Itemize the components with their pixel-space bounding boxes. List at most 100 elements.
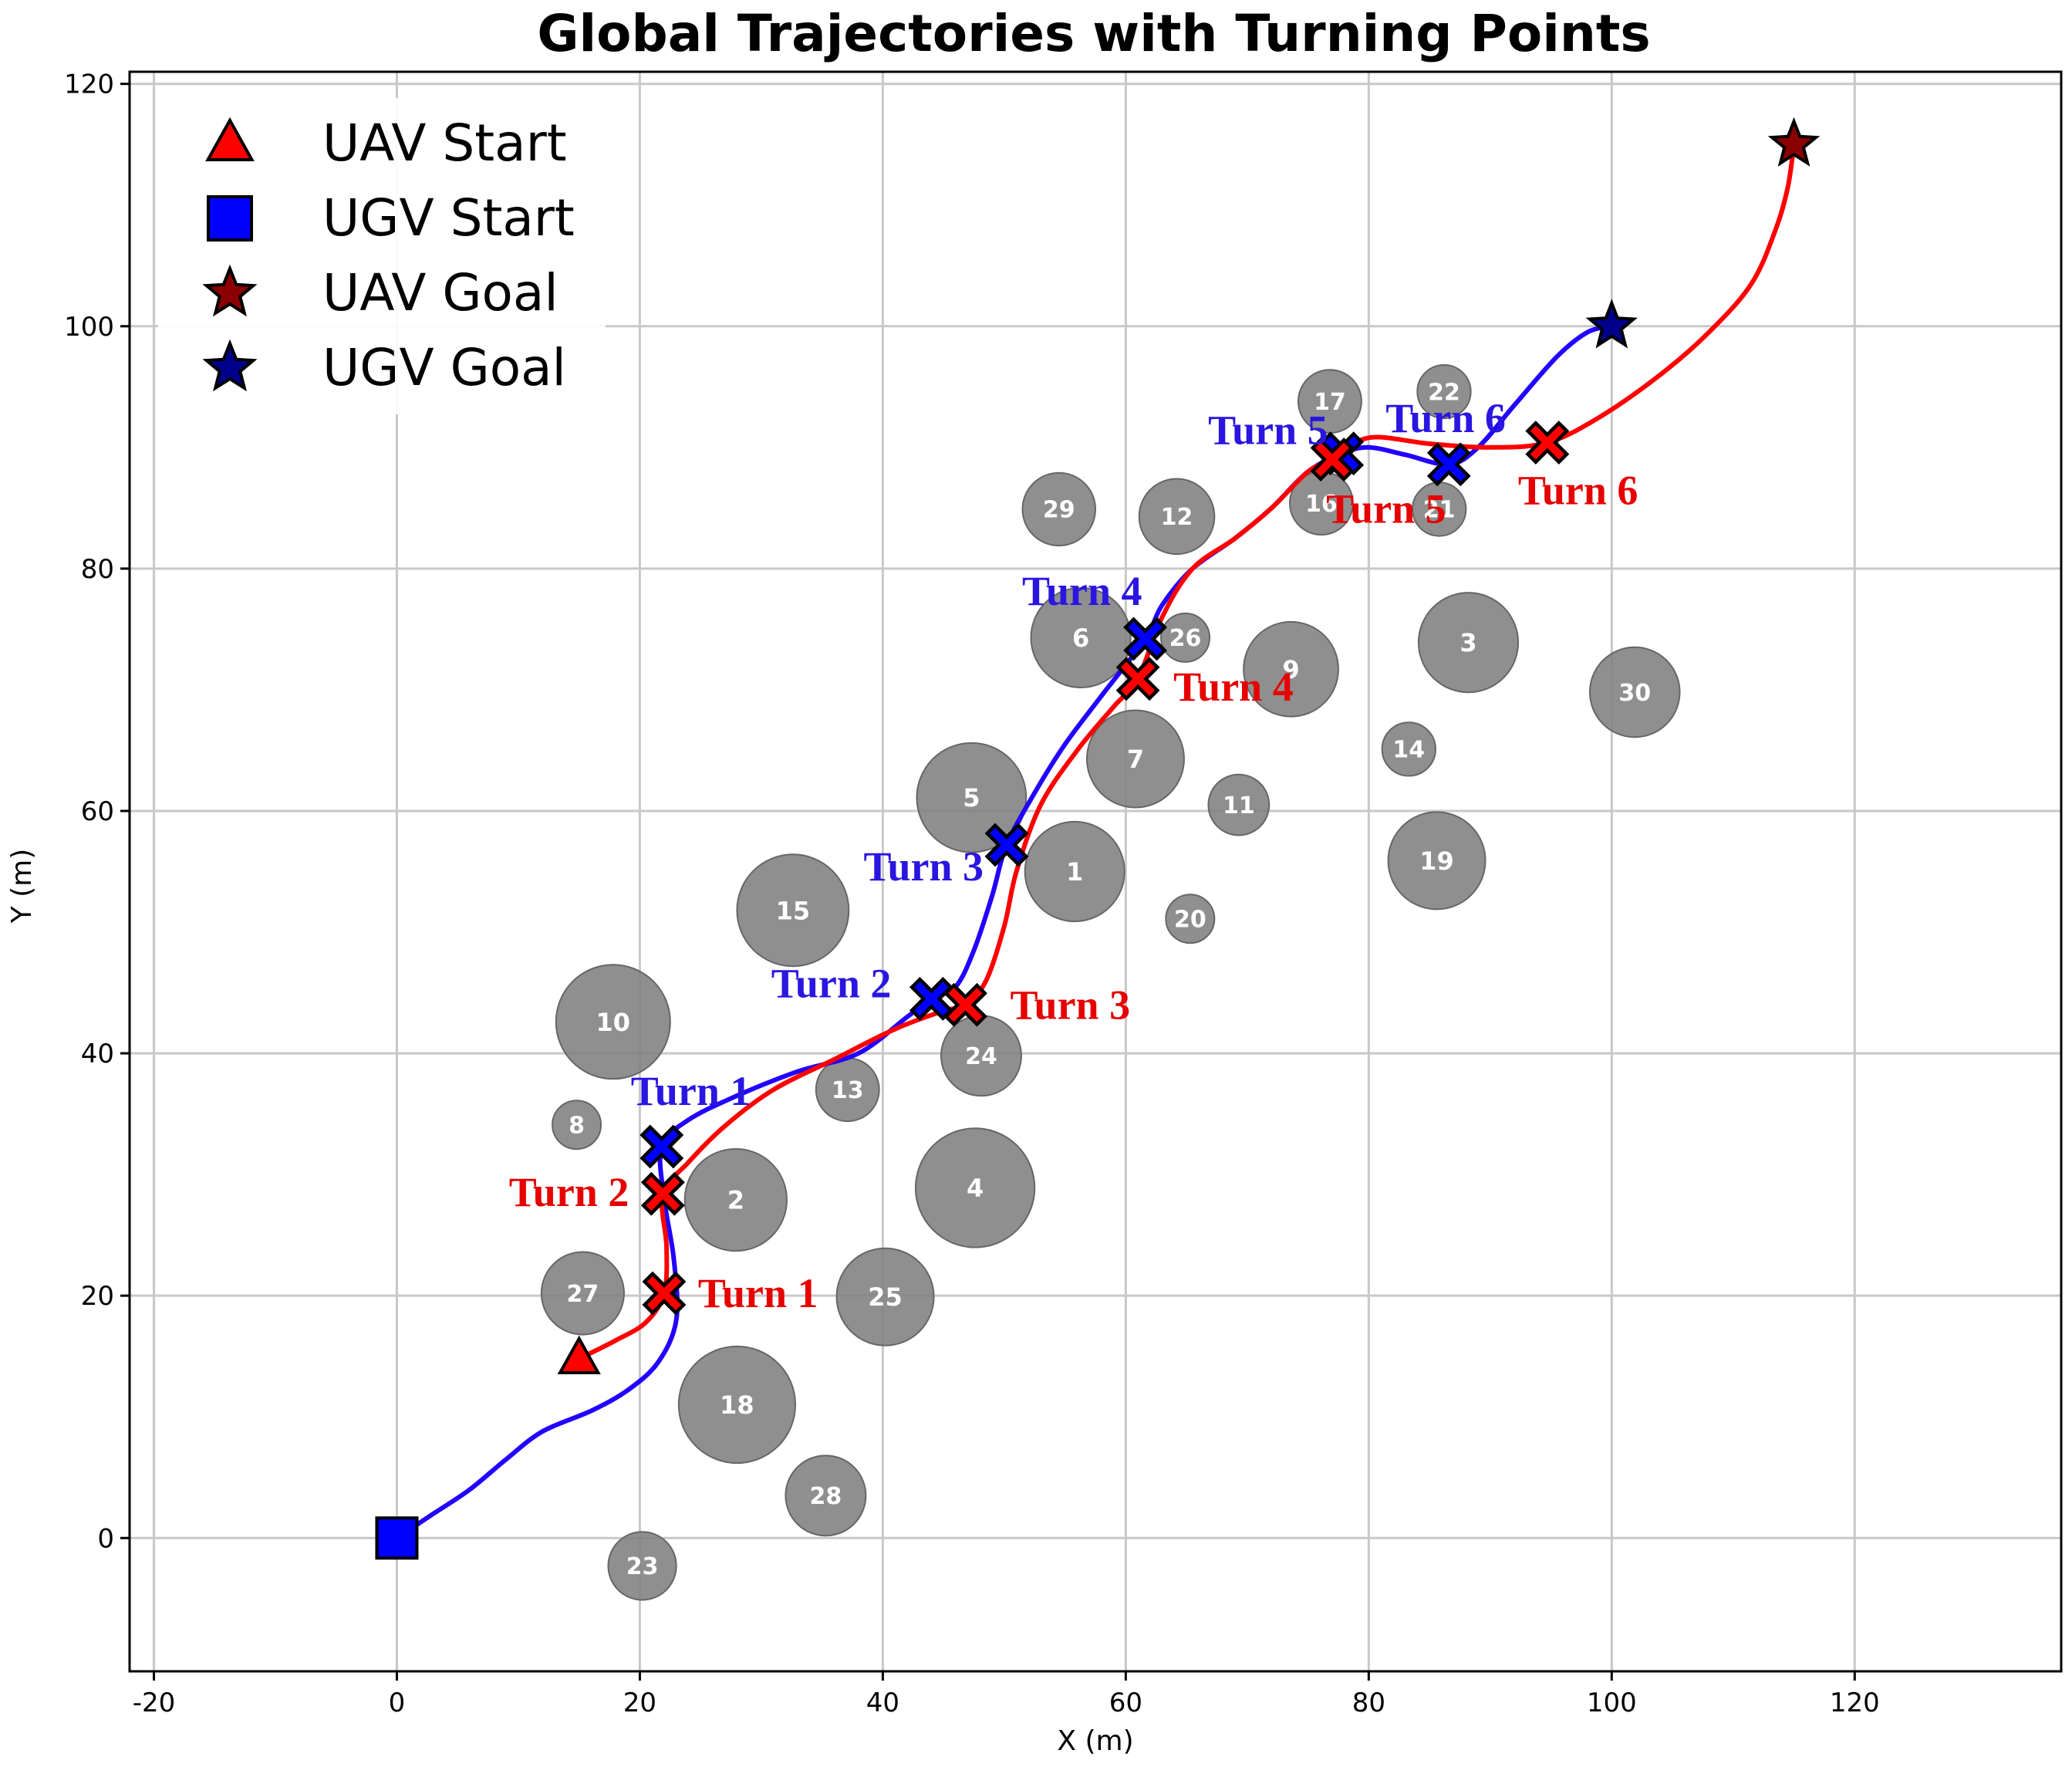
legend-uav-start-marker: [205, 117, 255, 161]
obstacle-label: 4: [967, 1174, 984, 1203]
obstacle-label: 24: [965, 1043, 997, 1070]
obstacle-circle: [1387, 811, 1487, 911]
uav-turn-marker: [1310, 438, 1355, 481]
y-tick-label: 40: [81, 1039, 114, 1069]
uav-turn-marker: [943, 982, 987, 1027]
obstacle-label: 22: [1428, 379, 1460, 406]
x-tick-label: 80: [1352, 1688, 1385, 1718]
obstacle-circle: [914, 1127, 1036, 1248]
obstacle-circle: [552, 1100, 602, 1150]
uav-start-marker: [557, 1335, 601, 1375]
obstacle-circle: [1085, 709, 1185, 809]
x-tick-label: -20: [133, 1688, 176, 1718]
x-axis-label: X (m): [1057, 1725, 1133, 1757]
obstacle-circle: [677, 1345, 797, 1465]
obstacle-circle: [1138, 478, 1216, 556]
obstacle-circle: [1381, 721, 1436, 777]
x-tick-label: 40: [866, 1688, 899, 1718]
y-tick-label: 80: [81, 554, 114, 585]
ugv-turn-label: Turn 4: [1022, 568, 1142, 614]
y-axis-label: Y (m): [6, 849, 38, 924]
obstacle-label: 13: [832, 1077, 864, 1104]
obstacle-circle: [607, 1531, 677, 1601]
obstacle-label: 27: [567, 1281, 599, 1308]
obstacle-label: 12: [1161, 504, 1193, 531]
y-tick-label: 20: [81, 1281, 114, 1312]
obstacle-label: 1: [1066, 857, 1083, 887]
obstacle-circle: [1207, 773, 1271, 836]
uav-goal-marker: [1767, 117, 1821, 167]
obstacle-circle: [1165, 894, 1216, 944]
legend-label: UAV Start: [322, 113, 567, 173]
obstacle-circle: [540, 1251, 625, 1336]
legend-ugv-goal-marker: [202, 339, 258, 392]
uav-turn-label: Turn 5: [1326, 486, 1446, 532]
obstacle-label: 14: [1392, 737, 1425, 764]
uav-turn-label: Turn 2: [509, 1169, 629, 1215]
ugv-turn-label: Turn 2: [771, 960, 892, 1006]
ugv-turn-marker: [1426, 442, 1471, 487]
y-tick-label: 120: [64, 69, 114, 100]
uav-turn-marker: [640, 1171, 685, 1216]
obstacle-circle: [1243, 620, 1339, 718]
obstacle-label: 3: [1460, 628, 1476, 657]
ugv-turn-label: Turn 6: [1385, 395, 1506, 441]
obstacle-label: 29: [1043, 497, 1075, 524]
obstacle-label: 11: [1223, 792, 1255, 819]
y-tick-label: 0: [97, 1523, 114, 1554]
obstacle-circle: [835, 1247, 935, 1346]
ugv-turn-marker: [1123, 617, 1168, 661]
x-tick-label: 60: [1109, 1688, 1142, 1718]
uav-turn-label: Turn 6: [1518, 468, 1638, 514]
obstacle-circle: [683, 1147, 788, 1252]
obstacle-label: 8: [569, 1113, 585, 1140]
obstacle-circle: [736, 853, 850, 968]
obstacle-circle: [555, 964, 671, 1080]
obstacle-label: 23: [626, 1553, 659, 1580]
obstacle-circle: [1417, 592, 1520, 694]
obstacle-label: 6: [1072, 623, 1089, 653]
ugv-goal-marker: [1585, 299, 1638, 349]
obstacle-label: 16: [1305, 491, 1338, 518]
legend: UAV Start UGV Start UAV Goal UGV Goal: [158, 98, 606, 414]
obstacle-label: 19: [1419, 846, 1454, 876]
legend-label: UGV Start: [322, 188, 575, 248]
obstacle-label: 20: [1174, 907, 1206, 934]
obstacle-circle: [916, 742, 1028, 853]
obstacle-label: 9: [1282, 655, 1299, 684]
legend-label: UGV Goal: [322, 338, 566, 397]
uav-turn-marker: [642, 1271, 687, 1316]
obstacle-circle: [1030, 586, 1132, 688]
obstacle-label: 30: [1618, 680, 1651, 707]
trajectories: [394, 142, 1797, 1541]
grid: [130, 72, 2061, 1671]
ugv-trajectory: [394, 323, 1615, 1541]
obstacle-label: 21: [1423, 497, 1456, 524]
ugv-start-marker: [375, 1516, 419, 1560]
y-tick-label: 100: [64, 312, 114, 343]
obstacle-label: 15: [776, 896, 811, 925]
legend-ugv-start-marker: [207, 195, 253, 242]
chart-title: Global Trajectories with Turning Points: [537, 4, 1650, 63]
obstacle-circle: [1024, 820, 1125, 923]
obstacle-circle: [1160, 612, 1211, 663]
ugv-turn-label: Turn 1: [631, 1068, 751, 1114]
obstacle-circle: [1021, 471, 1097, 547]
legend-label: UAV Goal: [322, 263, 558, 323]
legend-uav-goal-marker: [202, 264, 258, 317]
obstacles: 1234567891011121314151617191820212223242…: [540, 363, 1681, 1601]
uav-turn-label: Turn 3: [1010, 981, 1130, 1028]
obstacle-label: 26: [1169, 625, 1202, 652]
obstacle-label: 18: [720, 1390, 754, 1420]
markers: [375, 117, 1821, 1560]
turn-labels: Turn 1 Turn 2 Turn 3 Turn 4 Turn 5 Turn 6 Turn…: [509, 395, 1638, 1316]
obstacle-circle: [1416, 363, 1472, 420]
obstacle-label: 7: [1127, 745, 1144, 774]
uav-turn-marker: [1115, 657, 1160, 701]
x-tick-label: 100: [1587, 1688, 1637, 1718]
ugv-turn-marker: [639, 1124, 684, 1169]
ugv-turn-label: Turn 3: [863, 843, 984, 890]
x-tick-label: 20: [623, 1688, 656, 1718]
